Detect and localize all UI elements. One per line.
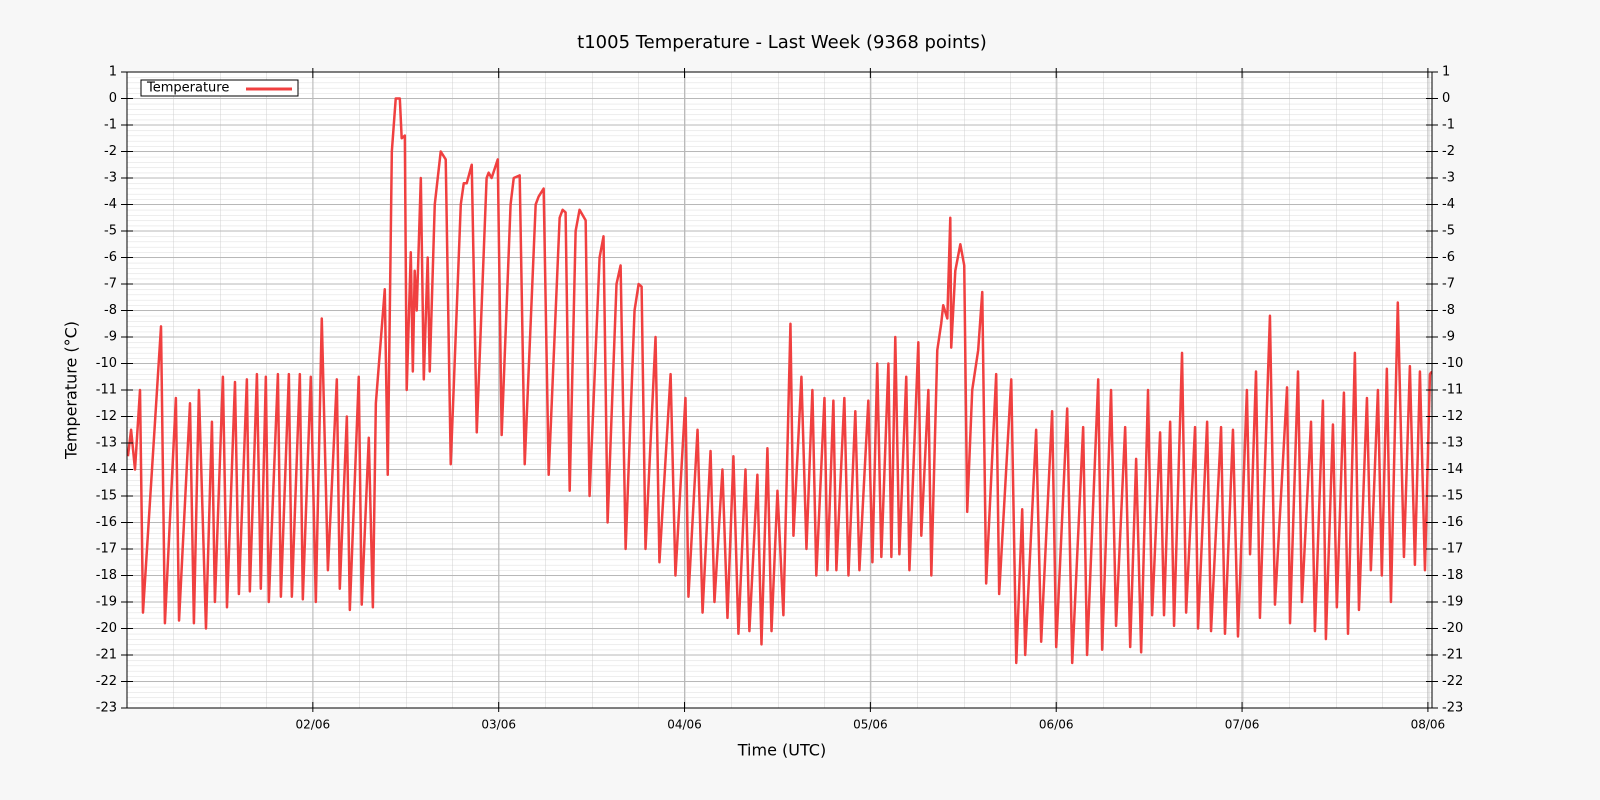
y-tick-label: -18 xyxy=(96,568,117,583)
y2-tick-label: -2 xyxy=(1442,144,1455,159)
y2-tick-label: -11 xyxy=(1442,383,1463,398)
y-tick-label: -17 xyxy=(96,542,117,557)
y2-tick-label: -9 xyxy=(1442,330,1455,345)
y-tick-label: -15 xyxy=(96,489,117,504)
x-tick-label: 02/06 xyxy=(296,718,331,732)
y-tick-label: -4 xyxy=(104,197,117,212)
y2-tick-label: -19 xyxy=(1442,595,1463,610)
y-tick-label: -19 xyxy=(96,595,117,610)
y2-tick-label: 0 xyxy=(1442,91,1450,106)
y2-tick-label: -20 xyxy=(1442,621,1463,636)
y-tick-label: -8 xyxy=(104,303,117,318)
y-tick-label: -2 xyxy=(104,144,117,159)
x-tick-label: 08/06 xyxy=(1411,718,1446,732)
y2-tick-label: -7 xyxy=(1442,277,1455,292)
y-axis-label: Temperature (°C) xyxy=(62,321,81,460)
y2-tick-label: -13 xyxy=(1442,436,1463,451)
data-line xyxy=(127,97,1432,665)
y-tick-label: -14 xyxy=(96,462,117,477)
y-tick-label: 1 xyxy=(109,65,117,80)
x-tick-label: 05/06 xyxy=(853,718,888,732)
y-tick-label: -16 xyxy=(96,515,117,530)
x-axis-label: Time (UTC) xyxy=(737,741,826,760)
y-tick-label: -11 xyxy=(96,383,117,398)
y2-tick-label: -4 xyxy=(1442,197,1455,212)
chart-title: t1005 Temperature - Last Week (9368 poin… xyxy=(577,32,987,53)
y-tick-label: -10 xyxy=(96,356,117,371)
legend-box xyxy=(140,79,299,97)
y-tick-label: 0 xyxy=(109,91,117,106)
y2-tick-label: -1 xyxy=(1442,118,1455,133)
y-tick-label: -23 xyxy=(96,701,117,716)
y-tick-label: -12 xyxy=(96,409,117,424)
y-tick-label: -20 xyxy=(96,621,117,636)
y2-tick-label: 1 xyxy=(1442,65,1450,80)
x-tick-label: 07/06 xyxy=(1225,718,1260,732)
y-tick-label: -21 xyxy=(96,648,117,663)
y-tick-label: -22 xyxy=(96,674,117,689)
y-tick-label: -5 xyxy=(104,224,117,239)
legend-label: Temperature xyxy=(146,81,229,96)
y2-tick-label: -3 xyxy=(1442,171,1455,186)
y2-tick-label: -22 xyxy=(1442,674,1463,689)
x-tick-label: 03/06 xyxy=(481,718,516,732)
x-tick-label: 04/06 xyxy=(667,718,702,732)
y2-tick-label: -15 xyxy=(1442,489,1463,504)
y-tick-label: -9 xyxy=(104,330,117,345)
x-tick-label: 06/06 xyxy=(1039,718,1074,732)
legend: Temperature xyxy=(140,79,299,97)
y-tick-label: -1 xyxy=(104,118,117,133)
y-tick-label: -6 xyxy=(104,250,117,265)
y2-tick-label: -8 xyxy=(1442,303,1455,318)
y2-tick-label: -21 xyxy=(1442,648,1463,663)
y2-tick-label: -14 xyxy=(1442,462,1463,477)
y2-tick-label: -17 xyxy=(1442,542,1463,557)
y2-tick-label: -6 xyxy=(1442,250,1455,265)
y2-tick-label: -16 xyxy=(1442,515,1463,530)
y-tick-label: -13 xyxy=(96,436,117,451)
y2-tick-label: -18 xyxy=(1442,568,1463,583)
y2-tick-label: -10 xyxy=(1442,356,1463,371)
y2-tick-label: -5 xyxy=(1442,224,1455,239)
y-tick-label: -3 xyxy=(104,171,117,186)
y2-tick-label: -12 xyxy=(1442,409,1463,424)
y2-tick-label: -23 xyxy=(1442,701,1463,716)
y-tick-label: -7 xyxy=(104,277,117,292)
